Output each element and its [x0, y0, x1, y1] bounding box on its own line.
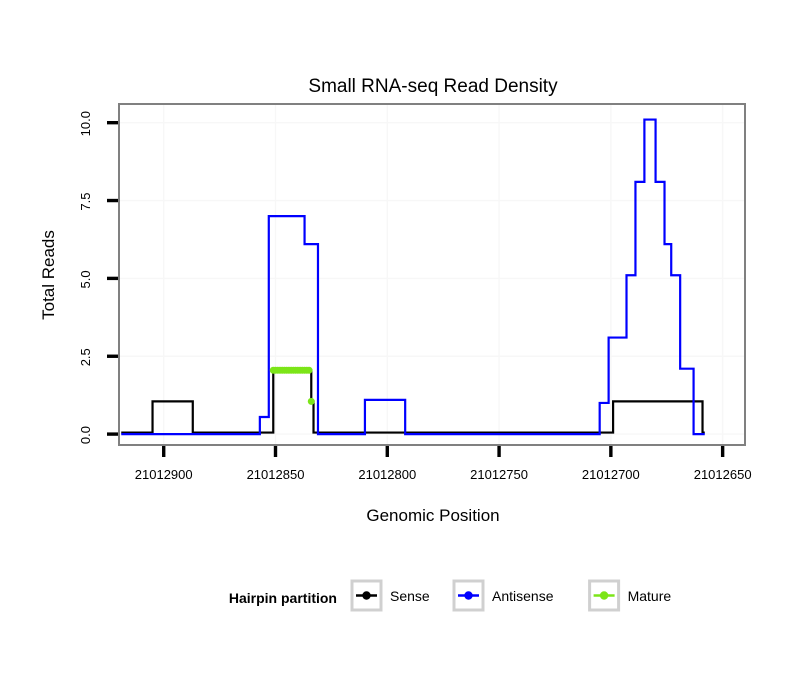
- data-point-17: [307, 397, 315, 405]
- legend-label-antisense: Antisense: [492, 588, 554, 604]
- y-axis: 0.0 2.5 5.0 7.5 10.0 Total Reads: [39, 111, 118, 444]
- legend-label-sense: Sense: [390, 588, 430, 604]
- x-tick-label-4: 21012700: [582, 467, 640, 482]
- y-tick-marks: [107, 120, 118, 436]
- y-tick-label-1: 2.5: [78, 348, 93, 366]
- x-tick-labels: 21012900 21012850 21012800 21012750 21012700…: [135, 467, 752, 482]
- panel-background: [119, 104, 745, 445]
- y-tick-label-3: 7.5: [78, 192, 93, 210]
- legend-label-mature: Mature: [628, 588, 672, 604]
- x-tick-label-3: 21012750: [470, 467, 528, 482]
- x-tick-label-2: 21012800: [358, 467, 416, 482]
- x-tick-marks: [162, 446, 725, 457]
- legend-title: Hairpin partition: [229, 590, 337, 606]
- legend-key-point-1: [464, 591, 473, 600]
- y-tick-label-0: 0.0: [78, 426, 93, 444]
- panel-border: [118, 103, 746, 446]
- legend-entry-mature[interactable]: Mature: [588, 579, 672, 612]
- x-tick-label-1: 21012850: [247, 467, 305, 482]
- gridlines: [120, 105, 744, 444]
- x-tick-label-5: 21012650: [694, 467, 752, 482]
- y-tick-label-2: 5.0: [78, 270, 93, 288]
- legend-entry-sense[interactable]: Sense: [350, 579, 430, 612]
- page-title: Small RNA-seq Read Density: [308, 76, 558, 97]
- y-axis-label: Total Reads: [39, 230, 58, 320]
- x-axis-label: Genomic Position: [366, 506, 499, 525]
- series-mature: [269, 366, 315, 405]
- legend-key-point-0: [362, 591, 371, 600]
- y-tick-labels: 0.0 2.5 5.0 7.5 10.0: [78, 111, 93, 444]
- legend-entry-antisense[interactable]: Antisense: [452, 579, 554, 612]
- data-point-16: [305, 366, 313, 374]
- x-axis: 21012900 21012850 21012800 21012750 21012700…: [135, 446, 752, 525]
- legend-key-point-2: [599, 591, 609, 600]
- series-sense: [121, 369, 705, 434]
- x-tick-label-0: 21012900: [135, 467, 193, 482]
- y-tick-label-4: 10.0: [78, 111, 93, 136]
- chart-legend: Hairpin partition Sense Antisense Mature: [229, 579, 672, 612]
- plot-panel: [118, 103, 746, 446]
- data-series: [121, 118, 705, 436]
- series-antisense: [121, 118, 705, 436]
- legend-entries: Sense Antisense Mature: [350, 579, 672, 612]
